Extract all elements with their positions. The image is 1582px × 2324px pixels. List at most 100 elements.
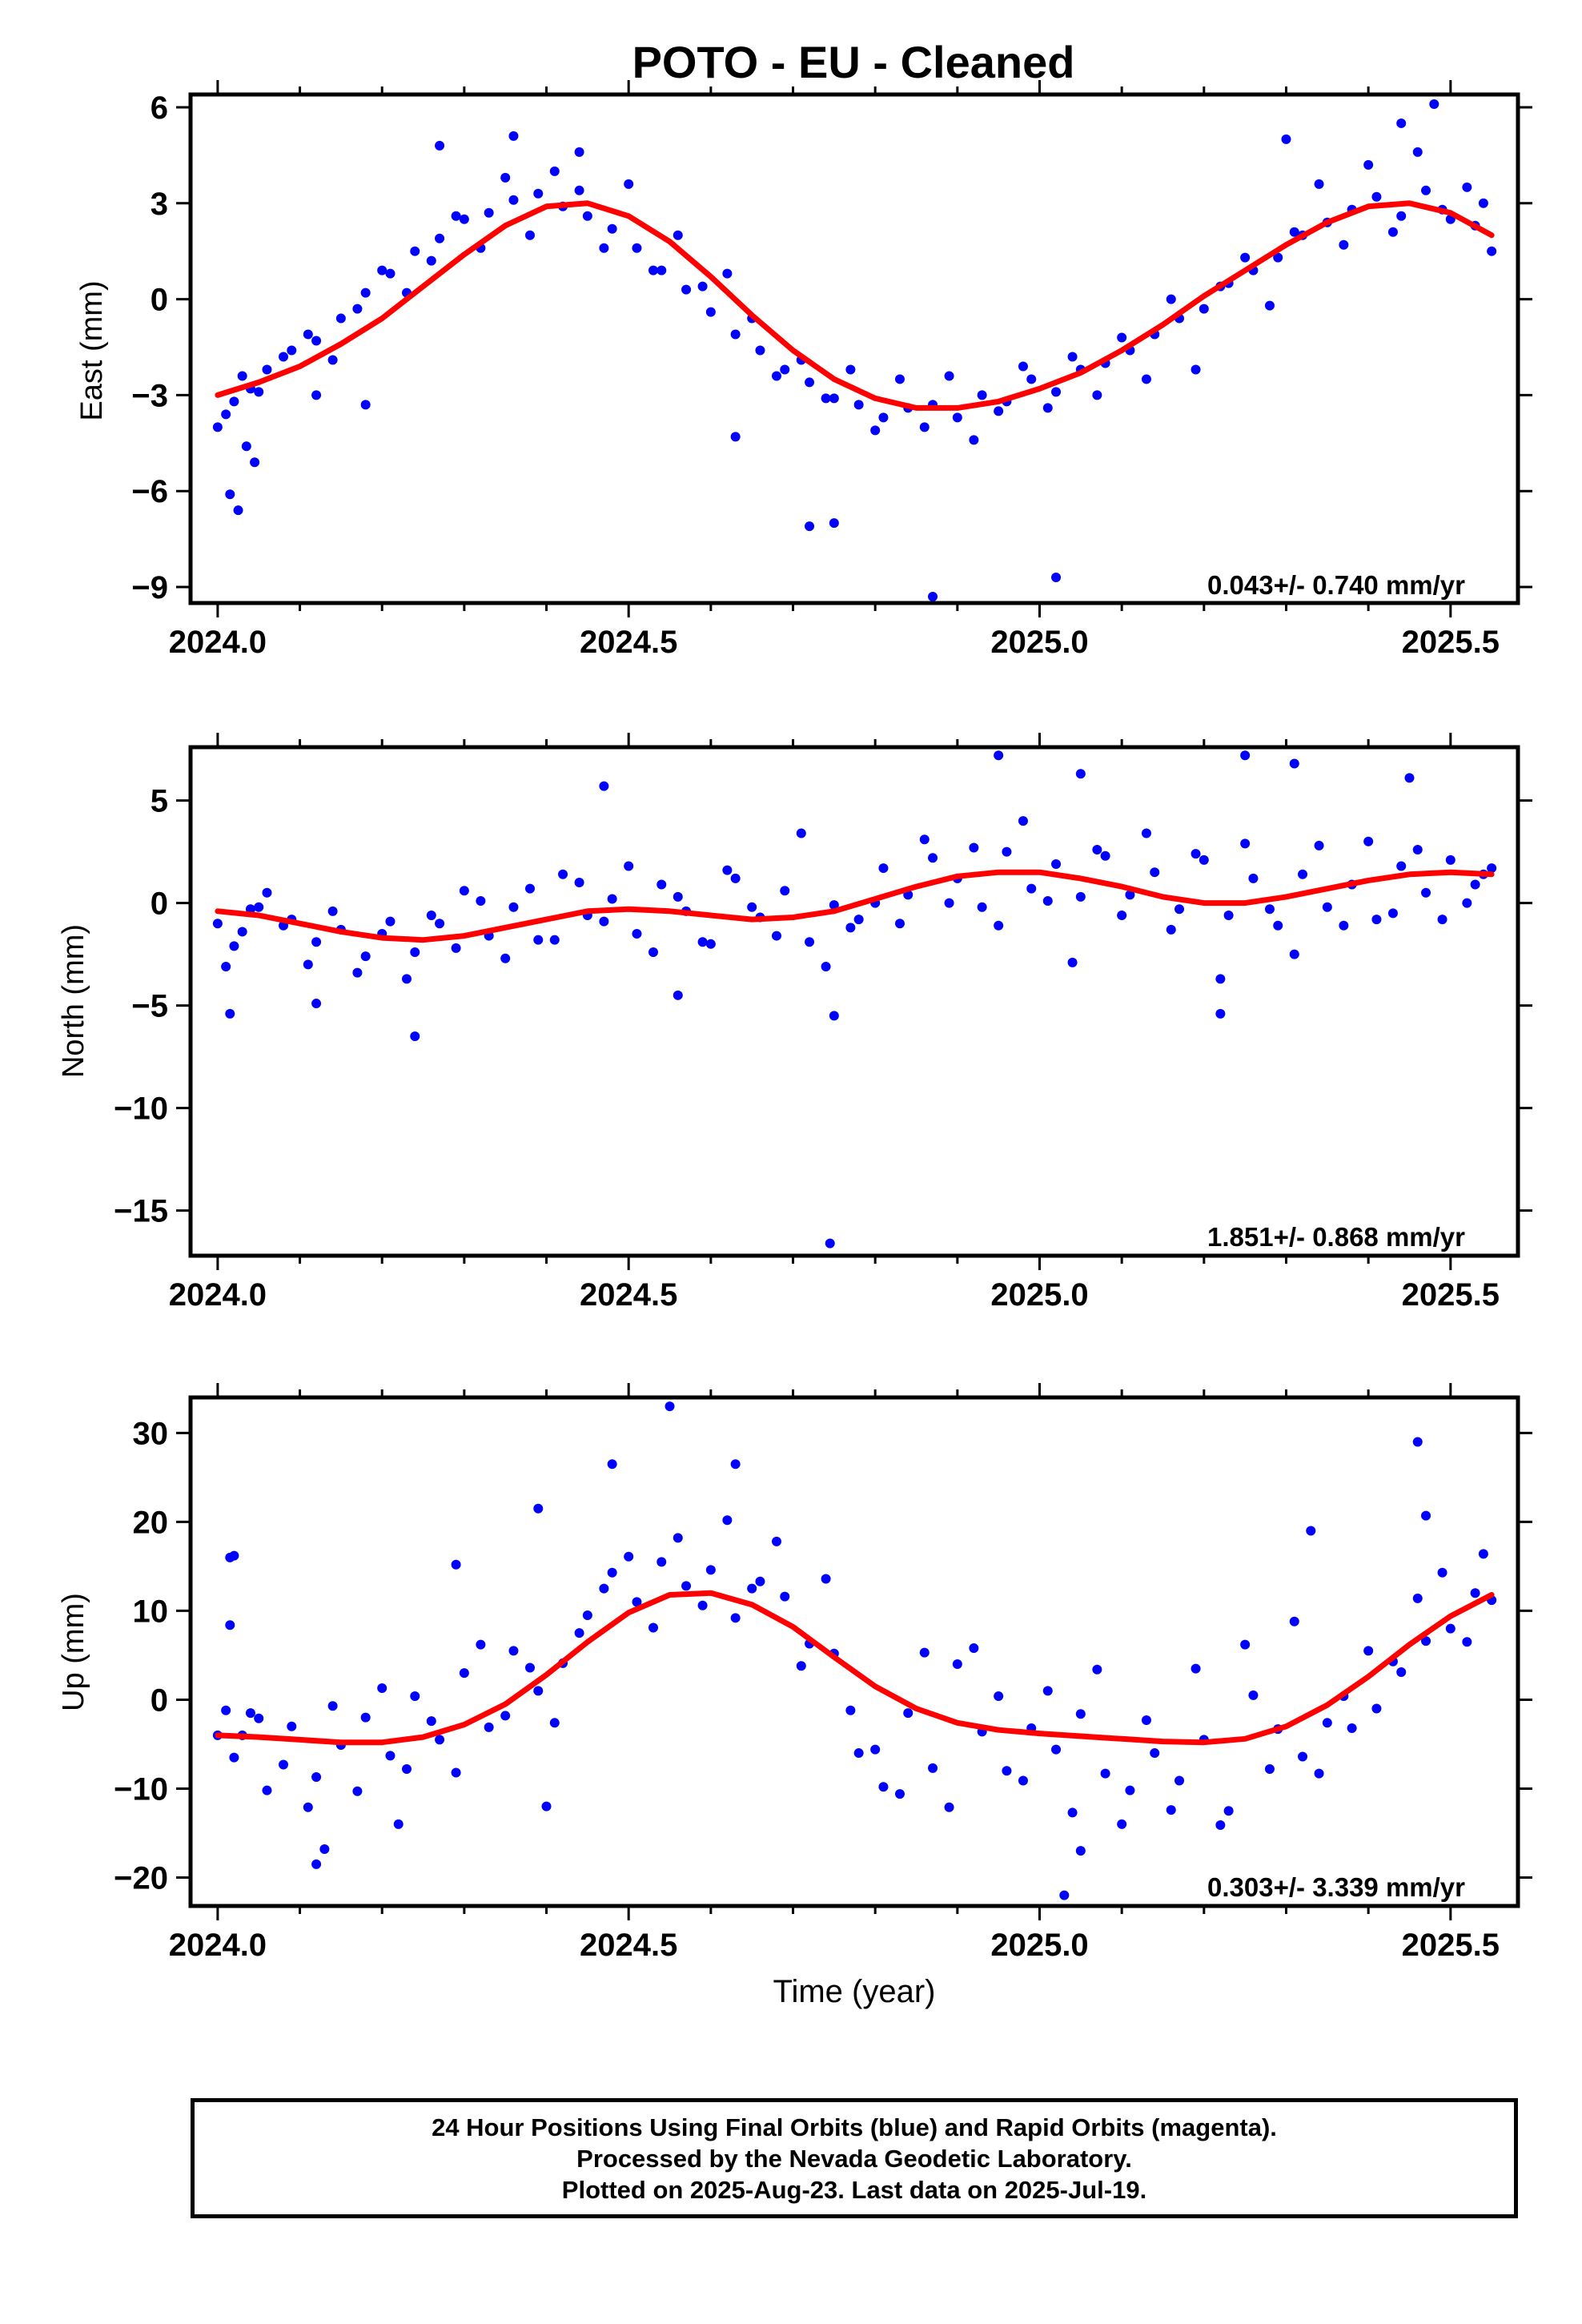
up-data-point [599,1583,609,1594]
up-panel: Up (mm) 2024.0 2024.5 2025.0 2025.5 30 20 10 0 −… [57,1383,1532,1963]
north-data-point [225,1008,235,1019]
x-axis-label: Time (year) [773,1974,936,2009]
north-data-point [1240,838,1251,849]
east-data-point [1166,294,1176,304]
north-ytick-label: 5 [151,784,168,819]
east-ylabel: East (mm) [75,280,109,420]
north-data-point [508,902,519,912]
east-data-point [1191,364,1201,375]
east-data-point [969,435,979,445]
east-data-point [1264,300,1275,311]
north-data-point [1075,891,1086,902]
north-points [212,750,1497,1248]
east-data-point [1396,211,1407,221]
up-data-point [1215,1819,1226,1830]
north-data-point [1314,840,1324,850]
up-data-point [821,1574,831,1584]
up-data-point [360,1712,371,1723]
east-data-point [212,422,223,432]
north-ytick-label: −5 [131,989,168,1024]
up-data-point [903,1708,913,1719]
north-data-point [697,937,708,947]
north-data-point [845,923,856,933]
up-data-point [1018,1775,1028,1786]
up-data-point [1363,1646,1374,1656]
up-data-point [607,1567,617,1578]
up-data-point [1412,1437,1423,1447]
east-data-point [829,518,839,529]
east-ytick-label: −9 [131,570,168,605]
east-xtick-label: 2024.5 [580,625,677,660]
east-data-point [1363,159,1374,170]
up-data-point [533,1686,544,1696]
up-data-point [435,1735,445,1745]
up-data-point [845,1705,856,1715]
east-data-point [599,243,609,253]
east-data-point [952,412,962,423]
up-data-point [225,1620,235,1630]
up-data-point [771,1536,781,1546]
up-data-point [1191,1663,1201,1674]
up-data-point [994,1691,1004,1702]
up-data-point [1051,1744,1062,1755]
north-data-point [1289,758,1299,769]
up-plot-frame [188,1395,1520,1908]
east-data-point [327,355,338,365]
up-data-point [287,1721,297,1731]
north-data-point [1075,769,1086,779]
north-data-point [1412,845,1423,855]
east-data-point [681,284,692,295]
up-data-point [1042,1686,1053,1696]
footer-box: 24 Hour Positions Using Final Orbits (bl… [191,2098,1518,2218]
east-data-point [233,505,243,516]
up-data-point [1117,1819,1127,1829]
east-data-point [1117,332,1127,343]
north-data-point [648,947,658,958]
up-data-point [1059,1890,1070,1900]
east-data-point [360,287,371,298]
east-data-point [1273,252,1283,263]
north-data-point [1141,828,1151,838]
north-ytick-label: −15 [114,1194,168,1229]
north-data-point [212,919,223,929]
east-data-point [508,195,519,205]
up-data-point [1289,1616,1299,1626]
north-data-point [476,896,486,907]
north-data-point [1051,858,1062,869]
north-data-point [1042,896,1053,907]
north-data-point [1470,879,1480,890]
north-data-point [1298,869,1308,879]
up-data-point [673,1533,683,1543]
east-data-point [335,313,346,324]
north-data-point [1067,957,1078,967]
east-data-point [574,147,584,157]
east-data-point [533,188,544,199]
up-data-point [319,1844,330,1854]
north-data-point [994,750,1004,761]
up-data-point [1421,1636,1431,1647]
north-rate-label: 1.851+/- 0.868 mm/yr [1207,1222,1465,1252]
north-data-point [1487,863,1497,874]
up-data-point [665,1401,675,1412]
north-ylabel: North (mm) [57,924,90,1078]
up-data-point [1264,1764,1275,1775]
east-data-point [250,457,260,468]
east-data-point [607,223,617,234]
east-data-point [287,345,297,356]
up-xtick-label: 2025.0 [990,1928,1088,1963]
up-data-point [303,1802,313,1812]
east-data-point [1026,374,1037,384]
north-ytick-label: −10 [114,1092,168,1127]
east-data-point [697,281,708,292]
up-data-point [459,1668,469,1679]
east-data-point [377,265,387,275]
east-ytick-label: 3 [151,187,168,222]
up-data-point [385,1751,396,1761]
up-data-point [656,1557,667,1567]
up-ytick-label: 30 [133,1416,169,1451]
up-data-point [426,1716,436,1727]
north-data-point [451,943,461,953]
east-data-point [435,233,445,243]
north-data-point [533,935,544,945]
east-data-point [1429,99,1439,109]
